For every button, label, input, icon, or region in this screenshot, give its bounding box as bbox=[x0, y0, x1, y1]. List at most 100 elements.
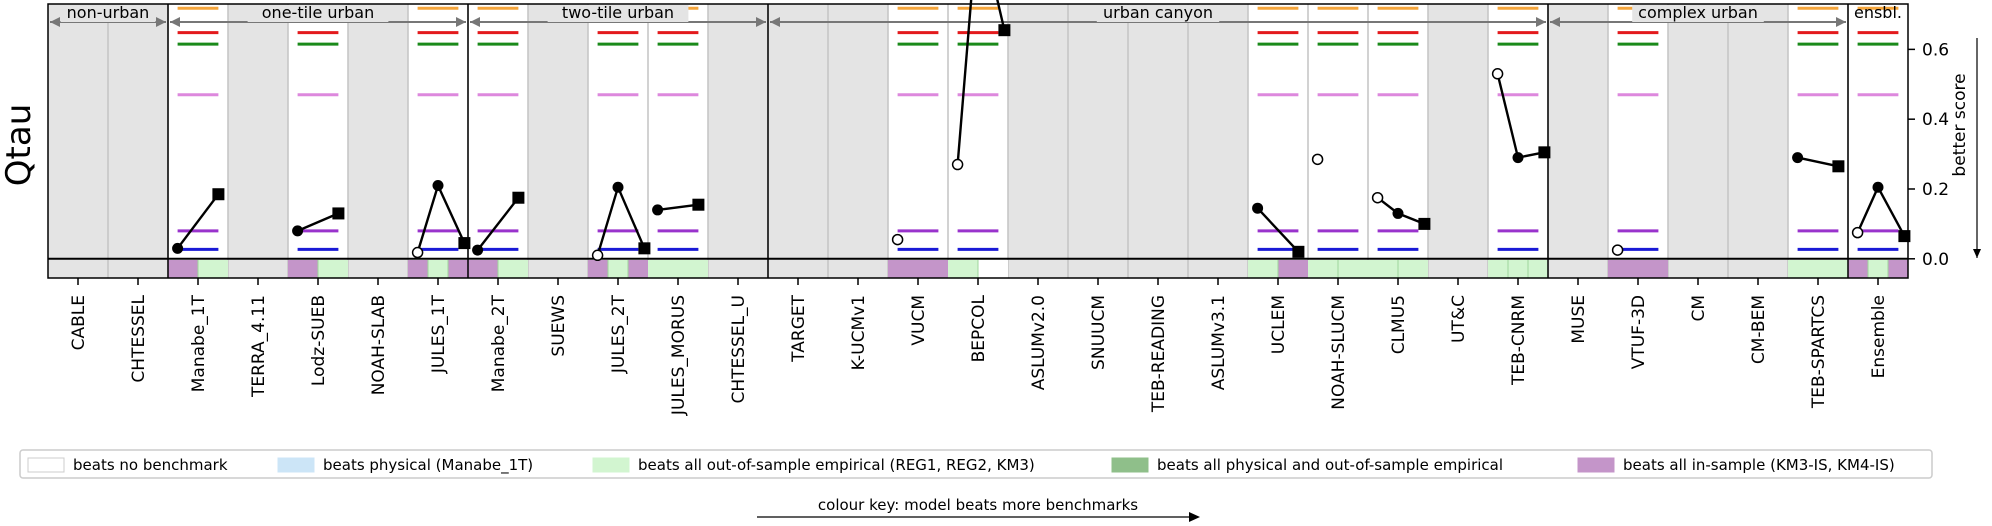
legend-swatch bbox=[1111, 457, 1149, 473]
series-line-TEB-SPARTCS bbox=[1797, 156, 1839, 168]
x-tick-label-BEPCOL: BEPCOL bbox=[969, 294, 989, 362]
legend-swatch bbox=[1577, 457, 1615, 473]
better-score-arrow-head bbox=[1973, 249, 1981, 258]
marker-filled-JULES_2T bbox=[612, 181, 624, 193]
x-tick-label-NOAH-SLUCM: NOAH-SLUCM bbox=[1329, 295, 1349, 410]
group-label: non-urban bbox=[67, 3, 150, 22]
group-label: complex urban bbox=[1638, 3, 1758, 22]
group-label: one-tile urban bbox=[262, 3, 374, 22]
strip-cell-Ensemble bbox=[1868, 260, 1888, 278]
legend: beats no benchmark beats physical (Manabe… bbox=[19, 449, 1933, 522]
group-label-bg bbox=[247, 5, 389, 22]
strip-cell-JULES_2T bbox=[608, 260, 628, 278]
strip-cell-JULES_1T bbox=[408, 260, 428, 278]
strip-cell-TEB-SPARTCS bbox=[1788, 260, 1848, 278]
marker-filled-Ensemble bbox=[1872, 181, 1884, 193]
strip-cell-VUCM bbox=[888, 260, 948, 278]
legend-label: beats all physical and out-of-sample emp… bbox=[1157, 456, 1503, 474]
marker-square-BEPCOL bbox=[998, 24, 1011, 37]
legend-swatch bbox=[27, 457, 65, 473]
x-tick-label-CLMU5: CLMU5 bbox=[1389, 295, 1409, 354]
marker-square-Lodz-SUEB bbox=[332, 207, 345, 220]
marker-filled-JULES_MORUS bbox=[652, 204, 664, 216]
marker-square-JULES_1T bbox=[458, 237, 471, 250]
group-arrow-head-right bbox=[456, 17, 466, 27]
strip-cell-TEB-CNRM bbox=[1488, 260, 1508, 278]
legend-swatch bbox=[592, 457, 630, 473]
x-tick-label-VUCM: VUCM bbox=[909, 295, 929, 346]
legend-swatch bbox=[277, 457, 315, 473]
column-highlight-VTUF-3D bbox=[1608, 4, 1668, 260]
plot-background bbox=[48, 4, 1908, 278]
column-highlight-TEB-SPARTCS bbox=[1788, 4, 1848, 260]
x-tick-label-Lodz-SUEB: Lodz-SUEB bbox=[309, 295, 329, 386]
strip-cell-VTUF-3D bbox=[1608, 260, 1668, 278]
x-tick-label-ASLUMv2.0: ASLUMv2.0 bbox=[1029, 295, 1049, 390]
marker-square-JULES_2T bbox=[638, 242, 651, 255]
marker-open-BEPCOL bbox=[951, 158, 964, 171]
marker-open-JULES_1T bbox=[411, 246, 424, 259]
y-axis-label: Qtau bbox=[0, 104, 39, 186]
marker-open-Ensemble bbox=[1851, 226, 1864, 239]
strip-cell-Manabe_1T bbox=[168, 260, 198, 278]
x-tick-label-JULES_2T: JULES_2T bbox=[609, 294, 629, 374]
column-highlight-NOAH-SLUCM bbox=[1308, 4, 1368, 260]
benchmark-lines bbox=[177, 6, 1899, 251]
y-tick-label: 0.0 bbox=[1922, 250, 1949, 270]
x-tick-label-TEB-READING: TEB-READING bbox=[1149, 295, 1169, 413]
right-axis-label: better score bbox=[1950, 73, 1970, 176]
strip-cell-Lodz-SUEB bbox=[288, 260, 318, 278]
x-tick-label-JULES_1T: JULES_1T bbox=[429, 294, 449, 374]
group-arrow-head-left bbox=[470, 17, 480, 27]
legend-label: beats all in-sample (KM3-IS, KM4-IS) bbox=[1623, 456, 1895, 474]
legend-label: beats all out-of-sample empirical (REG1,… bbox=[638, 456, 1035, 474]
marker-square-CLMU5 bbox=[1418, 217, 1431, 230]
series-line-UCLEM bbox=[1256, 207, 1300, 253]
x-tick-label-CHTESSEL_U: CHTESSEL_U bbox=[729, 295, 749, 404]
marker-open-VUCM bbox=[891, 233, 904, 246]
series-line-Manabe_2T bbox=[476, 196, 520, 251]
x-tick-label-Manabe_2T: Manabe_2T bbox=[489, 294, 509, 392]
strip-cell-Manabe_1T bbox=[198, 260, 228, 278]
column-highlight-JULES_1T bbox=[408, 4, 468, 260]
group-arrow-head-left bbox=[770, 17, 780, 27]
strip-cell-BEPCOL bbox=[948, 260, 978, 278]
x-tick-label-VTUF-3D: VTUF-3D bbox=[1629, 295, 1649, 369]
strip-cell-NOAH-SLUCM bbox=[1338, 260, 1368, 278]
marker-open-JULES_2T bbox=[591, 249, 604, 262]
group-arrow-head-left bbox=[170, 17, 180, 27]
legend-box bbox=[19, 449, 1933, 479]
column-highlight-UCLEM bbox=[1248, 4, 1308, 260]
x-tick-label-TEB-SPARTCS: TEB-SPARTCS bbox=[1809, 295, 1829, 409]
marker-filled-TEB-SPARTCS bbox=[1792, 152, 1804, 164]
marker-square-UCLEM bbox=[1292, 245, 1305, 258]
marker-filled-TEB-CNRM bbox=[1512, 152, 1524, 164]
x-tick-label-SNUUCM: SNUUCM bbox=[1089, 295, 1109, 370]
series-line-Manabe_1T bbox=[176, 193, 220, 250]
x-tick-label-Manabe_1T: Manabe_1T bbox=[189, 294, 209, 392]
x-tick-label-NOAH-SLAB: NOAH-SLAB bbox=[369, 295, 389, 395]
y-tick-label: 0.2 bbox=[1922, 180, 1949, 200]
group-arrow-head-right bbox=[1836, 17, 1846, 27]
legend-label: beats no benchmark bbox=[73, 456, 228, 474]
marker-square-JULES_MORUS bbox=[692, 198, 705, 211]
x-tick-label-UCLEM: UCLEM bbox=[1269, 295, 1289, 354]
marker-open-CLMU5 bbox=[1371, 191, 1384, 204]
strip-cell-JULES_2T bbox=[588, 260, 608, 278]
strip-cell-UCLEM bbox=[1278, 260, 1308, 278]
x-tick-label-K-UCMv1: K-UCMv1 bbox=[849, 295, 869, 370]
strip-cell-UCLEM bbox=[1248, 260, 1278, 278]
strip-cell-TEB-CNRM bbox=[1528, 260, 1548, 278]
strip-cell-Ensemble bbox=[1888, 260, 1908, 278]
strip-cell-CLMU5 bbox=[1368, 260, 1398, 278]
group-label: urban canyon bbox=[1103, 3, 1213, 22]
strip-cell-BEPCOL bbox=[978, 260, 1008, 278]
colour-strip bbox=[168, 260, 1908, 278]
marker-square-Ensemble bbox=[1898, 230, 1911, 243]
x-tick-label-CHTESSEL: CHTESSEL bbox=[129, 294, 149, 382]
strip-cell-Lodz-SUEB bbox=[318, 260, 348, 278]
marker-open-VTUF-3D bbox=[1611, 244, 1624, 256]
x-tick-label-TEB-CNRM: TEB-CNRM bbox=[1509, 295, 1529, 386]
